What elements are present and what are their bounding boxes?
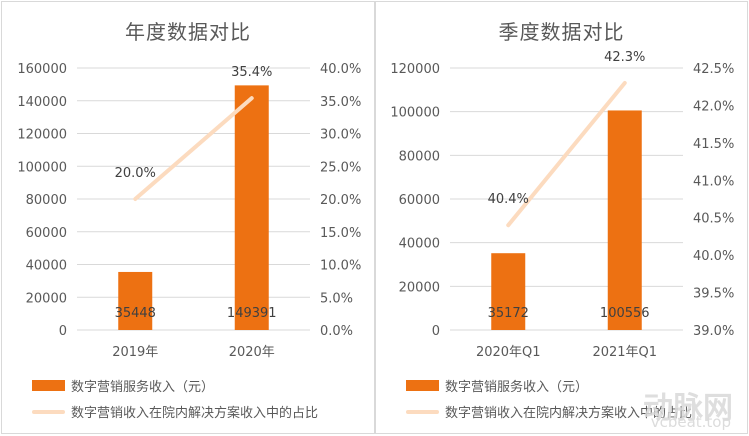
y-right-tick: 42.0% [693, 99, 734, 114]
y-left-tick: 120000 [390, 62, 440, 77]
legend-label: 数字营销收入在院内解决方案收入中的占比 [71, 406, 319, 421]
legend-item-bar: 数字营销服务收入（元） [406, 376, 588, 395]
y-left-tick: 40000 [26, 259, 67, 274]
y-right-tick: 40.5% [693, 212, 734, 227]
ratio-line [133, 96, 254, 201]
ratio-line [506, 80, 627, 228]
legend-item-line: 数字营销收入在院内解决方案收入中的占比 [32, 402, 318, 421]
y-left-tick: 20000 [399, 280, 440, 295]
chart-title: 年度数据对比 [125, 20, 251, 44]
y-left-tick: 80000 [399, 149, 440, 164]
y-right-tick: 42.5% [693, 62, 734, 77]
line-value-label: 42.3% [604, 50, 645, 65]
y-left-tick: 60000 [399, 193, 440, 208]
bar [118, 271, 153, 330]
y-left-tick: 60000 [26, 226, 67, 241]
x-category-label: 2020年Q1 [476, 345, 541, 360]
bar-value-label: 149391 [227, 306, 277, 321]
y-left-tick: 120000 [17, 128, 67, 143]
bar [607, 110, 642, 331]
y-left-tick: 40000 [399, 237, 440, 252]
legend-bar-swatch [32, 380, 65, 391]
legend-line-swatch [406, 409, 439, 414]
x-category-label: 2020年 [229, 345, 275, 360]
y-right-tick: 20.0% [320, 193, 361, 208]
legend-bar-swatch [406, 380, 439, 391]
y-right-tick: 35.0% [320, 95, 361, 110]
bar-value-label: 35448 [115, 306, 156, 321]
y-right-tick: 10.0% [320, 259, 361, 274]
y-left-tick: 160000 [17, 62, 67, 77]
y-left-tick: 100000 [17, 160, 67, 175]
legend-item-bar: 数字营销服务收入（元） [32, 376, 214, 395]
y-left-tick: 20000 [26, 291, 67, 306]
legend-label: 数字营销服务收入（元） [71, 380, 215, 395]
quarterly-chart-plot: 0 20000 40000 60000 80000 100000 120000 39.0% 39… [390, 50, 734, 360]
chart-title: 季度数据对比 [498, 20, 625, 44]
watermark-site: vcbeat.top [650, 413, 731, 431]
y-left-tick: 0 [432, 324, 440, 339]
line-value-label: 40.4% [488, 192, 529, 207]
y-right-tick: 39.0% [693, 324, 734, 339]
quarterly-chart-panel: 季度数据对比 0 20000 40000 60000 80000 100000 120000… [375, 1, 748, 434]
y-right-tick: 0.0% [320, 324, 353, 339]
bar-value-label: 35172 [488, 306, 529, 321]
x-category-label: 2021年Q1 [592, 345, 657, 360]
watermark-logo: 动脉网 [643, 391, 733, 426]
y-left-tick: 140000 [17, 95, 67, 110]
legend-label: 数字营销收入在院内解决方案收入中的占比 [445, 406, 693, 421]
y-right-tick: 41.5% [693, 137, 734, 152]
y-right-tick: 40.0% [693, 249, 734, 264]
bar [234, 85, 269, 330]
x-category-label: 2019年 [112, 345, 158, 360]
legend-line-swatch [32, 409, 65, 414]
bar-value-label: 100556 [600, 306, 650, 321]
line-value-label: 35.4% [231, 65, 272, 80]
y-right-tick: 30.0% [320, 128, 361, 143]
y-right-tick: 15.0% [320, 226, 361, 241]
y-right-tick: 41.0% [693, 174, 734, 189]
y-right-tick: 25.0% [320, 160, 361, 175]
y-right-tick: 40.0% [320, 62, 361, 77]
annual-chart-plot: 0 20000 40000 60000 80000 100000 120000 140000 1… [17, 62, 361, 360]
y-left-tick: 0 [59, 324, 67, 339]
y-right-tick: 5.0% [320, 291, 353, 306]
bar [491, 253, 526, 330]
legend-item-line: 数字营销收入在院内解决方案收入中的占比 [406, 402, 692, 421]
y-right-tick: 39.5% [693, 287, 734, 302]
annual-chart-panel: 年度数据对比 0 20000 40000 60000 80000 100000 120000… [1, 1, 375, 434]
y-left-tick: 100000 [390, 106, 440, 121]
legend-label: 数字营销服务收入（元） [445, 380, 589, 395]
line-value-label: 20.0% [115, 166, 156, 181]
y-left-tick: 80000 [26, 193, 67, 208]
